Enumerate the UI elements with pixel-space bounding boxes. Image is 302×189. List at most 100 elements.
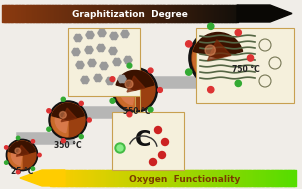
Circle shape <box>128 56 131 59</box>
Circle shape <box>159 152 165 159</box>
Circle shape <box>77 50 80 53</box>
Circle shape <box>78 39 81 42</box>
Polygon shape <box>61 108 76 122</box>
Circle shape <box>88 61 91 64</box>
Circle shape <box>122 75 125 78</box>
Circle shape <box>111 32 114 35</box>
Circle shape <box>102 46 105 50</box>
Circle shape <box>81 64 84 67</box>
Circle shape <box>208 23 214 29</box>
FancyArrow shape <box>237 5 292 22</box>
Wedge shape <box>193 33 243 58</box>
Circle shape <box>76 64 79 67</box>
Circle shape <box>88 33 92 36</box>
Circle shape <box>115 143 125 153</box>
Circle shape <box>114 58 117 61</box>
Circle shape <box>110 82 113 85</box>
Circle shape <box>76 53 79 56</box>
Circle shape <box>90 49 93 51</box>
Circle shape <box>90 36 93 39</box>
Wedge shape <box>198 40 218 77</box>
Circle shape <box>120 77 124 81</box>
Circle shape <box>105 64 108 67</box>
Circle shape <box>79 64 82 67</box>
Circle shape <box>78 34 81 37</box>
Circle shape <box>87 31 90 34</box>
Circle shape <box>110 35 113 37</box>
Circle shape <box>115 35 118 37</box>
Circle shape <box>77 66 80 69</box>
Circle shape <box>82 81 85 84</box>
Circle shape <box>98 49 101 52</box>
Circle shape <box>31 140 35 143</box>
Circle shape <box>89 51 92 54</box>
Circle shape <box>126 33 129 36</box>
Circle shape <box>113 52 116 55</box>
Circle shape <box>99 46 102 50</box>
Circle shape <box>75 34 78 37</box>
Circle shape <box>119 75 122 78</box>
Circle shape <box>119 80 122 83</box>
Circle shape <box>128 61 131 64</box>
Circle shape <box>113 35 115 37</box>
Circle shape <box>82 76 85 79</box>
Circle shape <box>110 52 113 55</box>
Circle shape <box>80 61 83 64</box>
Circle shape <box>83 78 86 81</box>
Polygon shape <box>127 76 145 92</box>
Circle shape <box>129 59 132 61</box>
Circle shape <box>110 77 113 80</box>
Wedge shape <box>116 71 145 109</box>
Polygon shape <box>207 40 231 61</box>
Circle shape <box>121 33 124 36</box>
Circle shape <box>101 32 104 35</box>
Circle shape <box>127 112 132 117</box>
Circle shape <box>98 79 101 82</box>
FancyArrow shape <box>20 170 65 186</box>
Circle shape <box>113 68 157 112</box>
Circle shape <box>148 68 153 73</box>
Text: 550 °C: 550 °C <box>123 106 151 115</box>
Circle shape <box>111 80 114 83</box>
Circle shape <box>155 126 162 133</box>
Circle shape <box>98 44 101 47</box>
Circle shape <box>77 61 80 64</box>
Circle shape <box>158 88 162 92</box>
Circle shape <box>189 29 247 87</box>
Circle shape <box>205 45 215 55</box>
Circle shape <box>89 64 92 67</box>
Wedge shape <box>11 145 22 165</box>
Circle shape <box>75 50 78 53</box>
Wedge shape <box>52 104 76 136</box>
Text: C: C <box>135 130 151 150</box>
Circle shape <box>38 153 41 157</box>
Circle shape <box>102 64 105 67</box>
Circle shape <box>31 167 35 170</box>
Circle shape <box>101 67 104 70</box>
Circle shape <box>108 80 111 83</box>
Circle shape <box>97 46 100 50</box>
Circle shape <box>92 64 95 67</box>
Circle shape <box>102 29 105 32</box>
Circle shape <box>59 112 66 118</box>
Wedge shape <box>55 108 68 132</box>
Circle shape <box>107 82 110 85</box>
Circle shape <box>114 37 117 40</box>
Circle shape <box>76 36 79 40</box>
Wedge shape <box>52 103 84 120</box>
Circle shape <box>47 127 51 131</box>
Circle shape <box>115 60 118 64</box>
Circle shape <box>90 31 93 34</box>
Circle shape <box>186 69 192 75</box>
Circle shape <box>76 48 79 51</box>
Circle shape <box>109 50 112 53</box>
Circle shape <box>75 39 78 42</box>
Circle shape <box>102 34 105 37</box>
Circle shape <box>123 77 126 81</box>
Circle shape <box>73 53 76 56</box>
Circle shape <box>51 103 85 137</box>
Circle shape <box>47 109 51 113</box>
Circle shape <box>79 101 83 105</box>
Circle shape <box>127 63 132 68</box>
Circle shape <box>104 62 107 65</box>
